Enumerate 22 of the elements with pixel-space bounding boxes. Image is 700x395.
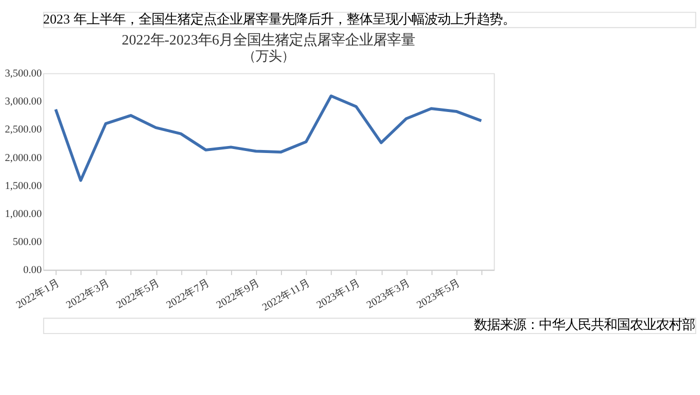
x-tick-label: 2022年5月 — [114, 276, 162, 312]
x-tick-label: 2022年1月 — [14, 276, 62, 312]
y-tick-label: 3,000.00 — [4, 96, 42, 108]
line-series — [54, 94, 483, 182]
chart-subtitle: （万头） — [242, 48, 294, 64]
x-tick-label: 2022年7月 — [164, 276, 212, 312]
chart-title: 2022年-2023年6月全国生猪定点屠宰企业屠宰量 — [122, 32, 416, 48]
x-tick-label: 2022年9月 — [214, 276, 262, 312]
y-tick-label: 2,500.00 — [4, 124, 42, 136]
y-tick-label: 2,000.00 — [4, 152, 42, 164]
y-tick-label: 1,000.00 — [4, 208, 42, 220]
x-tick-label: 2022年11月 — [260, 276, 312, 314]
x-tick-label: 2023年3月 — [364, 276, 412, 312]
source-note: 数据来源：中华人民共和国农业农村部 — [474, 317, 696, 332]
x-tick-label: 2022年3月 — [64, 276, 112, 312]
y-tick-label: 0.00 — [23, 265, 42, 276]
y-tick-label: 1,500.00 — [4, 180, 42, 192]
x-tick-label: 2023年5月 — [414, 276, 463, 312]
x-tick-label: 2023年1月 — [314, 276, 362, 312]
text: 2023 年上半年，全国生猪定点企业屠宰量先降后升，整体呈现小幅波动上升趋势。 — [43, 11, 516, 26]
y-tick-label: 3,500.00 — [4, 68, 42, 80]
y-tick-label: 500.00 — [12, 237, 42, 248]
